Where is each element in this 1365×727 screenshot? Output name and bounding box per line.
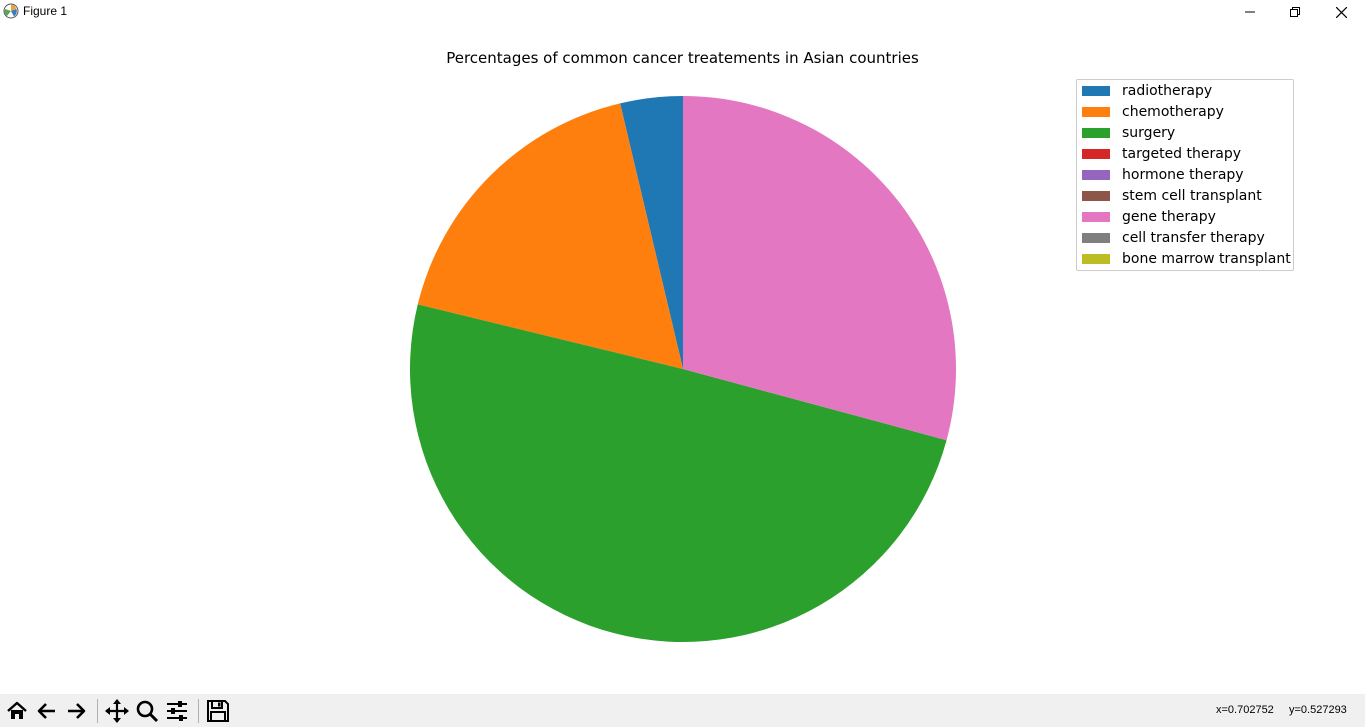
home-button[interactable] <box>3 697 31 725</box>
legend-swatch <box>1082 170 1110 180</box>
pan-icon <box>105 699 129 723</box>
legend-label: chemotherapy <box>1122 104 1224 120</box>
pie-slice-radiotherapy <box>620 96 683 369</box>
forward-button[interactable] <box>62 697 90 725</box>
legend-item: bone marrow transplant <box>1082 249 1291 269</box>
legend-swatch <box>1082 128 1110 138</box>
toolbar-separator <box>97 699 98 723</box>
legend-label: cell transfer therapy <box>1122 230 1265 246</box>
legend-item: chemotherapy <box>1082 102 1224 122</box>
legend-swatch <box>1082 107 1110 117</box>
legend-swatch <box>1082 149 1110 159</box>
restore-button[interactable] <box>1272 0 1318 24</box>
home-icon <box>7 701 27 719</box>
legend-label: bone marrow transplant <box>1122 251 1291 267</box>
window-titlebar: Figure 1 <box>0 0 1365 24</box>
legend-label: hormone therapy <box>1122 167 1244 183</box>
cursor-y-readout: y=0.527293 <box>1289 704 1347 716</box>
forward-icon <box>68 703 86 719</box>
legend-swatch <box>1082 233 1110 243</box>
chart-title: Percentages of common cancer treatements… <box>446 49 919 67</box>
pie-slice-chemotherapy <box>417 103 683 369</box>
legend-item: radiotherapy <box>1082 81 1212 101</box>
matplotlib-logo-icon <box>3 3 19 19</box>
legend-swatch <box>1082 86 1110 96</box>
back-button[interactable] <box>33 697 61 725</box>
window-title: Figure 1 <box>23 4 68 18</box>
toolbar-separator <box>198 699 199 723</box>
legend-item: targeted therapy <box>1082 144 1241 164</box>
pie-chart <box>410 96 956 642</box>
minimize-icon <box>1245 11 1255 13</box>
pie-slice-surgery <box>410 304 947 642</box>
legend-swatch <box>1082 212 1110 222</box>
configure-subplots-button[interactable] <box>163 697 191 725</box>
legend-item: hormone therapy <box>1082 165 1244 185</box>
cursor-x-readout: x=0.702752 <box>1216 704 1274 716</box>
chart-legend: radiotherapy chemotherapy surgery targeted … <box>1076 79 1294 271</box>
minimize-button[interactable] <box>1227 0 1273 24</box>
back-icon <box>37 703 55 719</box>
zoom-icon <box>136 700 159 723</box>
legend-item: gene therapy <box>1082 207 1216 227</box>
close-icon <box>1335 6 1347 18</box>
legend-label: radiotherapy <box>1122 83 1213 99</box>
legend-label: surgery <box>1122 125 1176 141</box>
legend-swatch <box>1082 191 1110 201</box>
legend-item: cell transfer therapy <box>1082 228 1265 248</box>
pie-slice-gene-therapy <box>683 96 956 441</box>
legend-label: gene therapy <box>1122 209 1216 225</box>
figure-canvas[interactable]: Percentages of common cancer treatements… <box>0 24 1365 694</box>
legend-label: targeted therapy <box>1122 146 1241 162</box>
legend-swatch <box>1082 254 1110 264</box>
configure-subplots-icon <box>167 701 187 721</box>
legend-item: surgery <box>1082 123 1175 143</box>
legend-item: stem cell transplant <box>1082 186 1262 206</box>
save-button[interactable] <box>204 697 232 725</box>
pan-button[interactable] <box>103 697 131 725</box>
legend-label: stem cell transplant <box>1122 188 1262 204</box>
zoom-button[interactable] <box>133 697 161 725</box>
close-button[interactable] <box>1318 0 1364 24</box>
navigation-toolbar: x=0.702752 y=0.527293 <box>0 694 1365 727</box>
save-icon <box>207 700 229 722</box>
restore-icon <box>1290 7 1300 17</box>
